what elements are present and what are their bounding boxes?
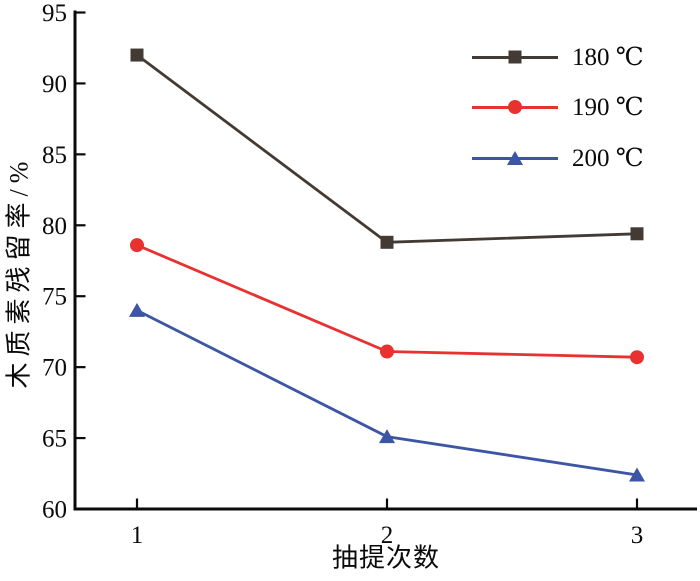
- y-tick-label: 65: [42, 426, 67, 453]
- series-line-2: [136, 309, 638, 477]
- x-tick-label: 1: [131, 522, 144, 549]
- x-tick-label: 2: [381, 522, 394, 549]
- data-point-circle-1: [130, 238, 144, 253]
- data-point-square-0: [130, 48, 144, 62]
- data-point-circle-1: [630, 350, 644, 365]
- data-point-circle-1: [380, 344, 394, 359]
- y-axis-title: 木质素残留率/%: [4, 155, 34, 389]
- data-point-triangle-2: [629, 467, 645, 482]
- y-tick-label: 80: [42, 213, 67, 240]
- y-tick-label: 75: [42, 284, 67, 311]
- y-tick-label: 60: [42, 497, 67, 524]
- data-point-triangle-2: [129, 302, 145, 317]
- y-tick-label: 70: [42, 355, 67, 382]
- y-tick-label: 90: [42, 71, 67, 98]
- x-axis-title: 抽提次数: [331, 543, 441, 573]
- series-line-1: [136, 243, 638, 359]
- x-tick-label: 3: [631, 522, 644, 549]
- y-tick-label: 95: [42, 0, 67, 27]
- series-line-0: [136, 53, 638, 244]
- data-point-square-0: [630, 227, 644, 241]
- y-tick-label: 85: [42, 142, 67, 169]
- data-point-square-0: [380, 235, 394, 249]
- data-point-triangle-2: [379, 429, 395, 444]
